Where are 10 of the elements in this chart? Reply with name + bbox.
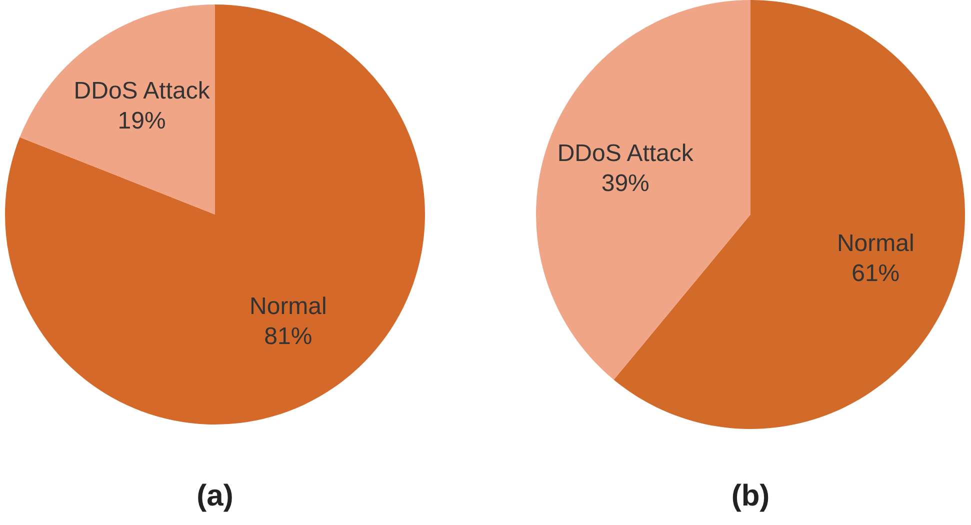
text: (a) <box>196 479 234 512</box>
slice-label: Normal <box>836 230 914 258</box>
slice-label: DDoS Attack <box>557 140 694 168</box>
data-label: 19% <box>118 107 166 134</box>
data-label: 61% <box>852 260 900 288</box>
slice-label: Normal <box>250 292 327 320</box>
text: (b) <box>731 479 770 512</box>
slice-label: DDoS Attack <box>74 77 211 104</box>
data-label: 39% <box>601 170 650 198</box>
data-label: 81% <box>264 322 312 350</box>
